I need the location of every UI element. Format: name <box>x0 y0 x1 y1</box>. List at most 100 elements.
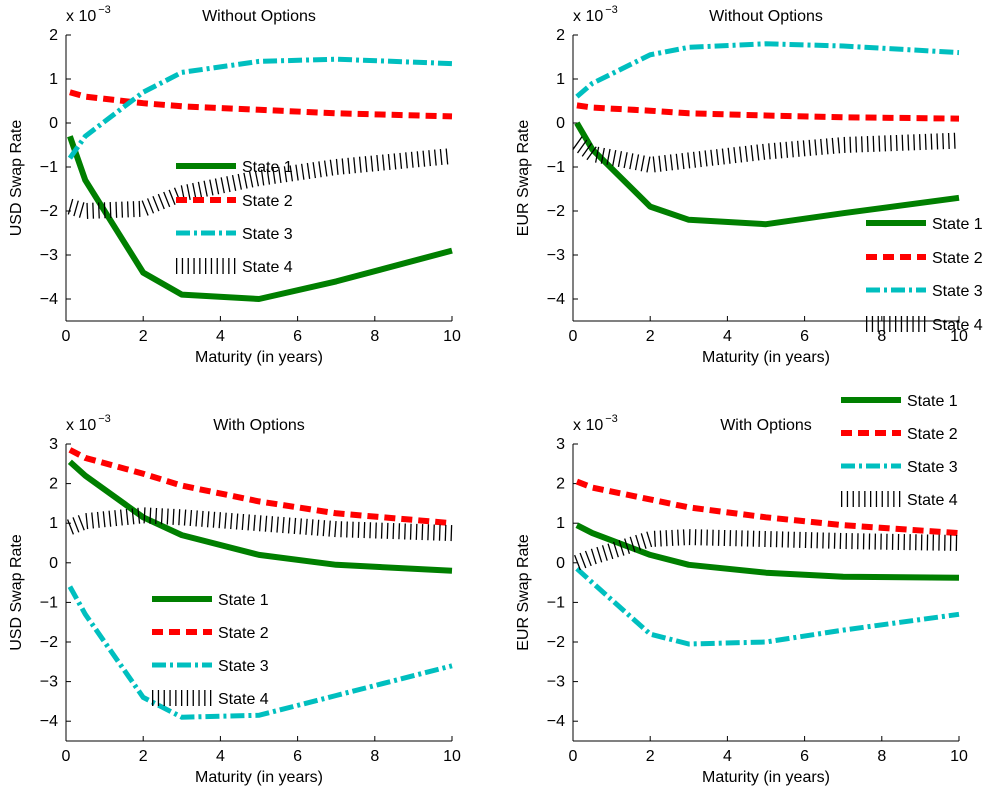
y-tick-label: −2 <box>547 634 565 651</box>
axis-exponent-power: −3 <box>605 4 618 16</box>
x-tick-label: 2 <box>646 328 655 345</box>
legend-label-state-2: State 2 <box>218 625 269 642</box>
y-tick-label: −3 <box>40 247 58 264</box>
x-tick-label: 4 <box>216 328 225 345</box>
legend-label-state-1: State 1 <box>242 159 293 176</box>
axis-exponent-label: x 10 <box>573 8 603 25</box>
y-tick-label: −2 <box>40 203 58 220</box>
series-line-state-1 <box>575 522 960 581</box>
x-tick-label: 4 <box>723 328 732 345</box>
series-line-state-3 <box>67 585 453 720</box>
y-tick-label: −4 <box>40 713 58 730</box>
y-tick-label: 0 <box>49 115 58 132</box>
y-tick-label: −2 <box>40 634 58 651</box>
x-tick-label: 10 <box>443 328 461 345</box>
x-tick-label: 10 <box>950 748 968 765</box>
x-tick-label: 8 <box>877 328 886 345</box>
legend-label-state-1: State 1 <box>218 592 269 609</box>
axis-exponent-label: x 10 <box>66 417 96 434</box>
y-tick-label: 1 <box>556 515 565 532</box>
legend-label-state-4: State 4 <box>907 492 958 509</box>
axis-exponent-power: −3 <box>605 413 618 425</box>
y-tick-label: −4 <box>547 713 565 730</box>
legend-label-state-3: State 3 <box>907 459 958 476</box>
x-tick-label: 2 <box>139 748 148 765</box>
x-tick-label: 10 <box>950 328 968 345</box>
y-tick-label: −3 <box>40 674 58 691</box>
series-line-state-1 <box>67 459 453 574</box>
x-tick-label: 10 <box>443 748 461 765</box>
y-tick-label: −1 <box>547 594 565 611</box>
y-tick-label: 3 <box>556 436 565 453</box>
series-line-state-2 <box>576 102 960 122</box>
y-tick-label: −3 <box>547 674 565 691</box>
series-line-state-2 <box>575 478 960 537</box>
series-line-state-4 <box>572 132 960 173</box>
axis-exponent-label: x 10 <box>66 8 96 25</box>
series-line-state-3 <box>575 566 960 647</box>
x-tick-label: 0 <box>569 328 578 345</box>
legend-label-state-3: State 3 <box>932 283 983 300</box>
axis-exponent-power: −3 <box>98 413 111 425</box>
x-tick-label: 0 <box>569 748 578 765</box>
chart-title: Without Options <box>709 8 823 25</box>
axis-exponent-power: −3 <box>98 4 111 16</box>
y-tick-label: −1 <box>547 159 565 176</box>
legend-label-state-2: State 2 <box>242 193 293 210</box>
legend-label-state-2: State 2 <box>907 426 958 443</box>
y-tick-label: 2 <box>556 476 565 493</box>
x-tick-label: 4 <box>216 748 225 765</box>
chart-title: With Options <box>720 417 812 434</box>
y-tick-label: −1 <box>40 159 58 176</box>
x-tick-label: 8 <box>877 748 886 765</box>
legend-label-state-4: State 4 <box>242 259 293 276</box>
y-tick-label: 1 <box>49 515 58 532</box>
y-axis-label: EUR Swap Rate <box>515 534 532 651</box>
x-tick-label: 8 <box>370 328 379 345</box>
y-tick-label: −3 <box>547 247 565 264</box>
series-line-state-3 <box>67 56 453 160</box>
x-axis-label: Maturity (in years) <box>702 769 830 786</box>
legend-label-state-3: State 3 <box>218 658 269 675</box>
x-tick-label: 8 <box>370 748 379 765</box>
chart-title: With Options <box>213 417 305 434</box>
legend-label-state-1: State 1 <box>932 216 983 233</box>
y-tick-label: −1 <box>40 594 58 611</box>
x-tick-label: 6 <box>293 748 302 765</box>
x-tick-label: 2 <box>646 748 655 765</box>
series-line-state-4 <box>574 529 960 571</box>
x-tick-label: 6 <box>800 748 809 765</box>
legend-label-state-2: State 2 <box>932 250 983 267</box>
x-tick-label: 6 <box>800 328 809 345</box>
y-tick-label: 2 <box>49 476 58 493</box>
legend-label-state-3: State 3 <box>242 226 293 243</box>
y-tick-label: −4 <box>547 291 565 308</box>
series-line-state-2 <box>68 447 453 527</box>
y-axis-label: USD Swap Rate <box>8 534 25 651</box>
chart-title: Without Options <box>202 8 316 25</box>
y-axis-label: EUR Swap Rate <box>515 120 532 237</box>
y-tick-label: −4 <box>40 291 58 308</box>
series-line-state-3 <box>575 41 960 99</box>
axis-exponent-label: x 10 <box>573 417 603 434</box>
y-tick-label: 1 <box>556 71 565 88</box>
x-axis-label: Maturity (in years) <box>195 769 323 786</box>
legend-label-state-4: State 4 <box>218 691 269 708</box>
legend-label-state-4: State 4 <box>932 317 983 334</box>
y-tick-label: 1 <box>49 71 58 88</box>
y-tick-label: 0 <box>49 555 58 572</box>
legend-label-state-1: State 1 <box>907 393 958 410</box>
x-tick-label: 6 <box>293 328 302 345</box>
x-tick-label: 0 <box>62 748 71 765</box>
series-line-state-1 <box>574 121 960 228</box>
x-tick-label: 2 <box>139 328 148 345</box>
y-tick-label: 0 <box>556 555 565 572</box>
y-tick-label: 3 <box>49 436 58 453</box>
x-axis-label: Maturity (in years) <box>195 349 323 366</box>
y-axis-label: USD Swap Rate <box>8 120 25 237</box>
